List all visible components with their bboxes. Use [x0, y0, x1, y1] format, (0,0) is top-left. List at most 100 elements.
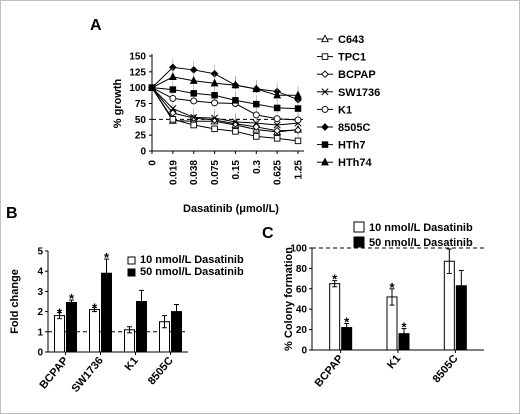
- data-point: [169, 109, 177, 117]
- legend-marker: [321, 123, 329, 131]
- legend-label: K1: [338, 104, 352, 116]
- bar-10-nmol-l-dasatinib: [54, 315, 65, 353]
- bar-10-nmol-l-dasatinib: [329, 283, 341, 351]
- legend-label: 10 nmol/L Dasatinib: [369, 222, 473, 234]
- bar-10-nmol-l-dasatinib: [89, 309, 100, 353]
- y-axis-label: Fold change: [9, 269, 21, 334]
- significance-star: *: [69, 291, 75, 306]
- legend-label: 50 nmol/L Dasatinib: [140, 266, 244, 278]
- x-tick-label: 0.075: [210, 160, 221, 185]
- data-point: [232, 128, 239, 135]
- significance-star: *: [104, 250, 110, 265]
- data-point: [211, 92, 218, 99]
- y-axis-label: % growth: [112, 78, 124, 128]
- panel-letter-b: B: [6, 205, 18, 222]
- data-point: [294, 137, 302, 145]
- data-point: [273, 115, 281, 123]
- data-point: [211, 125, 218, 133]
- data-point: [252, 111, 260, 119]
- y-tick-label: 4: [37, 267, 43, 278]
- y-tick-label: 0: [140, 147, 146, 158]
- x-tick-label: K1: [385, 353, 403, 371]
- legend-marker: [321, 141, 329, 148]
- y-tick-label: 75: [135, 99, 147, 110]
- data-point: [211, 99, 219, 107]
- data-point: [148, 82, 156, 91]
- y-tick-label: 25: [135, 131, 147, 142]
- legend-label: BCPAP: [338, 69, 376, 81]
- series-line: [151, 87, 299, 132]
- x-tick-label: 8505C: [431, 353, 461, 386]
- x-tick-label: 0.3: [252, 160, 263, 174]
- panel-letter-a: A: [90, 17, 102, 34]
- y-tick-label: 20: [296, 325, 308, 336]
- data-point: [169, 86, 177, 93]
- data-point: [294, 116, 302, 124]
- significance-star: *: [389, 280, 395, 295]
- legend-label: TPC1: [338, 52, 366, 64]
- data-point: [294, 105, 302, 112]
- legend-label: 8505C: [338, 122, 370, 134]
- bar-50-nmol-l-dasatinib: [66, 302, 77, 353]
- panel-letter-c: C: [262, 225, 274, 242]
- y-tick-label: 125: [129, 67, 146, 78]
- legend-marker: [321, 88, 329, 96]
- significance-star: *: [332, 272, 338, 287]
- x-tick-label: 1.25: [294, 160, 305, 180]
- y-tick-label: 0: [301, 346, 307, 357]
- data-point: [253, 133, 260, 140]
- significance-star: *: [92, 301, 98, 316]
- data-point: [190, 121, 197, 129]
- y-tick-label: 3: [37, 287, 43, 298]
- data-point: [232, 97, 239, 104]
- data-point: [169, 116, 177, 123]
- y-tick-label: 150: [129, 52, 146, 63]
- legend-marker: [321, 34, 329, 43]
- x-tick-label: 0.15: [231, 160, 242, 180]
- x-tick-label: 8505C: [146, 355, 176, 388]
- series-line: [151, 87, 299, 110]
- data-point: [273, 104, 281, 112]
- data-point: [253, 100, 260, 108]
- y-tick-label: 100: [290, 244, 307, 255]
- y-tick-label: 1: [37, 327, 43, 338]
- legend-label: HTh74: [338, 157, 373, 169]
- data-point: [210, 78, 219, 87]
- data-point: [273, 135, 281, 142]
- x-tick-label: 0.019: [168, 160, 179, 185]
- y-tick-label: 50: [135, 115, 147, 126]
- y-axis-label: % Colony formation: [283, 247, 295, 351]
- data-point: [294, 126, 302, 134]
- significance-star: *: [57, 306, 63, 321]
- y-tick-label: 100: [129, 83, 146, 94]
- y-tick-label: 60: [296, 284, 308, 295]
- x-tick-label: BCPAP: [313, 353, 346, 390]
- y-tick-label: 2: [37, 307, 43, 318]
- data-point: [231, 118, 239, 126]
- legend-marker: [321, 70, 329, 79]
- legend-swatch: [127, 256, 136, 265]
- chart-c: 0 20 40 60 80 100% Colony formation BCPAP * * K1 *…: [283, 221, 484, 390]
- data-point: [168, 72, 177, 81]
- x-tick-label: SW1736: [70, 355, 106, 395]
- y-tick-label: 0: [37, 348, 43, 359]
- series-hth74: [148, 67, 302, 99]
- legend-swatch: [353, 221, 365, 233]
- series-line: [151, 87, 299, 121]
- legend-marker: [321, 53, 329, 60]
- y-tick-label: 40: [296, 305, 308, 316]
- x-tick-label: 0.038: [189, 160, 200, 185]
- significance-star: *: [401, 320, 407, 335]
- legend-label: 50 nmol/L Dasatinib: [369, 237, 473, 249]
- chart-b: 0 1 2 3 4 5 Fold change BCPAP * * SW1736 * * K1 8505C 1…: [9, 247, 244, 395]
- data-point: [294, 90, 302, 99]
- data-point: [190, 90, 197, 97]
- data-point: [252, 84, 261, 93]
- data-point: [273, 126, 281, 135]
- data-point: [231, 80, 240, 89]
- series-line: [151, 87, 299, 126]
- x-tick-label: BCPAP: [37, 355, 70, 392]
- series-line: [151, 66, 299, 101]
